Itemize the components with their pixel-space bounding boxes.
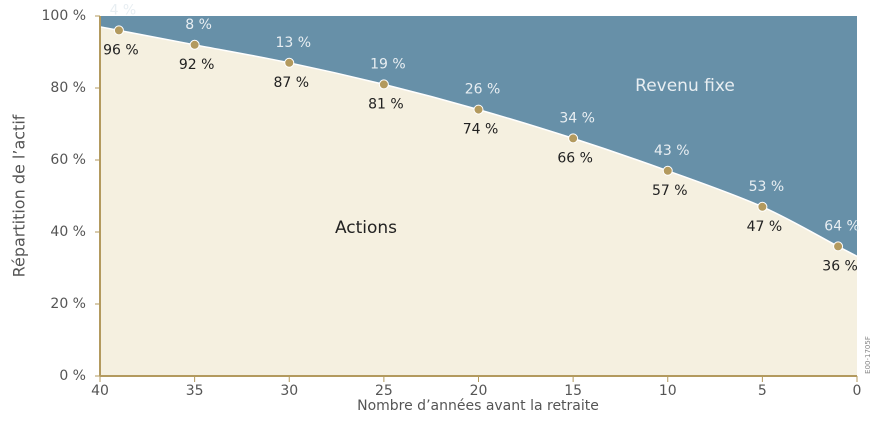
- data-label: 66 %: [557, 150, 593, 166]
- series-label: Actions: [335, 218, 397, 238]
- data-label: 34 %: [559, 110, 595, 126]
- data-label: 8 %: [185, 17, 212, 33]
- x-tick-label: 40: [91, 383, 109, 399]
- y-tick-label: 0 %: [59, 368, 86, 384]
- y-tick-label: 40 %: [50, 224, 86, 240]
- marker: [568, 133, 579, 144]
- marker: [662, 165, 673, 176]
- data-label: 64 %: [824, 218, 860, 234]
- marker: [473, 104, 484, 115]
- data-label: 43 %: [654, 143, 690, 159]
- y-tick-label: 80 %: [50, 80, 86, 96]
- x-tick-label: 0: [853, 383, 862, 399]
- y-tick-label: 20 %: [50, 296, 86, 312]
- x-tick-label: 10: [659, 383, 677, 399]
- marker: [833, 241, 844, 252]
- data-label: 47 %: [747, 219, 783, 235]
- data-label: 96 %: [103, 42, 139, 58]
- data-label: 4 %: [110, 2, 137, 18]
- note: E00-1705F: [864, 336, 872, 374]
- data-label: 13 %: [275, 35, 311, 51]
- area: [100, 26, 857, 377]
- data-label: 92 %: [179, 57, 215, 73]
- data-label: 81 %: [368, 96, 404, 112]
- marker: [378, 79, 389, 90]
- data-label: 53 %: [749, 179, 785, 195]
- y-tick-label: 60 %: [50, 152, 86, 168]
- x-tick-label: 25: [375, 383, 393, 399]
- x-tick-label: 15: [564, 383, 582, 399]
- x-tick-label: 30: [280, 383, 298, 399]
- data-label: 74 %: [463, 122, 499, 138]
- x-tick-label: 5: [758, 383, 767, 399]
- y-axis-label: Répartition de l’actif: [10, 114, 29, 277]
- marker: [757, 201, 768, 212]
- x-tick-label: 20: [470, 383, 488, 399]
- x-axis-label: Nombre d’années avant la retraite: [357, 398, 599, 414]
- data-label: 19 %: [370, 56, 406, 72]
- data-label: 87 %: [273, 75, 309, 91]
- data-label: 26 %: [465, 82, 501, 98]
- series-label: Revenu fixe: [635, 76, 735, 96]
- y-tick-label: 100 %: [42, 8, 86, 24]
- area: [100, 16, 857, 257]
- x-tick-label: 35: [186, 383, 204, 399]
- marker: [189, 39, 200, 50]
- data-label: 57 %: [652, 183, 688, 199]
- marker: [284, 57, 295, 68]
- marker: [113, 25, 124, 36]
- data-label: 36 %: [822, 258, 858, 274]
